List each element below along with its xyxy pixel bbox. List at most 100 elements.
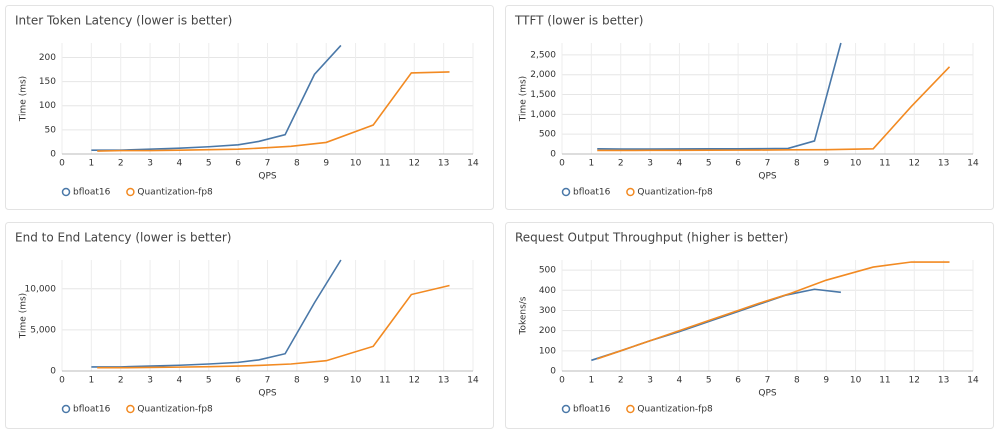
y-tick-label: 100 (39, 101, 56, 111)
chart-title: End to End Latency (lower is better) (15, 231, 231, 245)
x-tick-label: 8 (294, 376, 300, 386)
x-tick-label: 4 (677, 376, 683, 386)
x-tick-label: 3 (647, 376, 653, 386)
x-tick-label: 7 (265, 159, 271, 169)
y-tick-label: 0 (550, 150, 556, 160)
x-tick-label: 8 (794, 159, 800, 169)
x-tick-label: 1 (88, 376, 94, 386)
legend-marker (61, 187, 71, 197)
chart-title: TTFT (lower is better) (514, 14, 643, 28)
x-tick-label: 14 (467, 376, 479, 386)
x-tick-label: 3 (647, 159, 653, 169)
series-line (596, 261, 950, 360)
x-tick-label: 6 (735, 159, 741, 169)
y-axis-label: Time (ms) (19, 76, 29, 122)
x-tick-label: 0 (559, 376, 565, 386)
chart-panel: Inter Token Latency (lower is better) 0 50… (5, 5, 494, 210)
legend-marker (626, 187, 635, 197)
x-tick-label: 7 (265, 376, 271, 386)
series-line (597, 42, 842, 150)
x-tick-label: 11 (379, 159, 390, 169)
x-tick-label: 13 (438, 376, 449, 386)
x-tick-label: 5 (206, 159, 212, 169)
x-tick-label: 12 (909, 159, 920, 169)
x-tick-label: 5 (706, 376, 712, 386)
x-tick-label: 9 (323, 159, 329, 169)
chart-title: Request Output Throughput (higher is bet… (515, 231, 788, 245)
legend-marker (61, 404, 71, 414)
x-tick-label: 1 (588, 159, 594, 169)
chart-title: Inter Token Latency (lower is better) (15, 14, 232, 28)
y-tick-label: 500 (539, 130, 556, 140)
x-tick-label: 9 (823, 159, 829, 169)
legend-label: bfloat16 (73, 405, 111, 415)
x-tick-label: 10 (350, 159, 362, 169)
legend-marker (561, 187, 571, 197)
x-tick-label: 5 (206, 376, 212, 386)
chart-panel: End to End Latency (lower is better) 0 5,0… (5, 222, 494, 429)
x-tick-label: 11 (879, 159, 890, 169)
x-tick-label: 4 (177, 159, 183, 169)
y-tick-label: 150 (39, 77, 56, 87)
x-tick-label: 6 (735, 376, 741, 386)
panel-frame (505, 5, 994, 210)
y-tick-label: 200 (539, 326, 556, 336)
x-tick-label: 12 (409, 159, 420, 169)
x-tick-label: 2 (118, 159, 124, 169)
x-tick-label: 10 (350, 376, 362, 386)
x-tick-label: 13 (938, 376, 949, 386)
x-tick-label: 12 (409, 376, 420, 386)
legend-label: Quantization-fp8 (137, 188, 213, 198)
chart-panel: Request Output Throughput (higher is bet… (505, 222, 994, 429)
x-axis-label: QPS (258, 172, 277, 182)
x-tick-label: 2 (118, 376, 124, 386)
y-tick-label: 2,000 (530, 70, 556, 80)
x-axis-label: QPS (758, 389, 777, 399)
x-tick-label: 10 (850, 159, 862, 169)
x-tick-label: 9 (323, 376, 329, 386)
x-tick-label: 4 (677, 159, 683, 169)
x-tick-label: 13 (438, 159, 449, 169)
x-tick-label: 5 (706, 159, 712, 169)
y-tick-label: 1,500 (530, 90, 556, 100)
y-axis-label: Tokens/s (519, 296, 529, 335)
x-tick-label: 4 (177, 376, 183, 386)
y-tick-label: 1,000 (530, 110, 556, 120)
panel-frame (505, 222, 994, 429)
legend-marker (126, 404, 135, 414)
x-tick-label: 14 (967, 159, 979, 169)
x-tick-label: 1 (88, 159, 94, 169)
y-tick-label: 5,000 (30, 325, 56, 335)
x-tick-label: 11 (379, 376, 390, 386)
x-tick-label: 2 (618, 376, 624, 386)
y-tick-label: 2,500 (530, 50, 556, 60)
x-tick-label: 7 (765, 159, 771, 169)
x-tick-label: 10 (850, 376, 862, 386)
y-tick-label: 500 (539, 266, 556, 276)
chart-panel: TTFT (lower is better) 0 500 1,000 1,500 2,00… (505, 5, 994, 210)
x-tick-label: 14 (467, 159, 479, 169)
x-tick-label: 14 (967, 376, 979, 386)
y-axis-label: Time (ms) (19, 293, 29, 339)
y-axis-label: Time (ms) (519, 76, 529, 122)
legend-marker (626, 404, 635, 414)
series-line (97, 71, 450, 152)
x-tick-label: 12 (909, 376, 920, 386)
legend-marker (126, 187, 135, 197)
x-tick-label: 8 (294, 159, 300, 169)
x-axis-label: QPS (758, 172, 777, 182)
series-line (91, 259, 342, 368)
y-tick-label: 100 (539, 346, 556, 356)
legend-label: bfloat16 (573, 188, 611, 198)
legend-label: bfloat16 (573, 405, 611, 415)
x-tick-label: 6 (235, 376, 241, 386)
x-tick-label: 6 (235, 159, 241, 169)
y-tick-label: 50 (45, 125, 57, 135)
series-line (597, 66, 951, 152)
x-tick-label: 3 (147, 159, 153, 169)
panel-frame (5, 222, 494, 429)
x-tick-label: 13 (938, 159, 949, 169)
y-tick-label: 0 (50, 150, 56, 160)
x-tick-label: 2 (618, 159, 624, 169)
